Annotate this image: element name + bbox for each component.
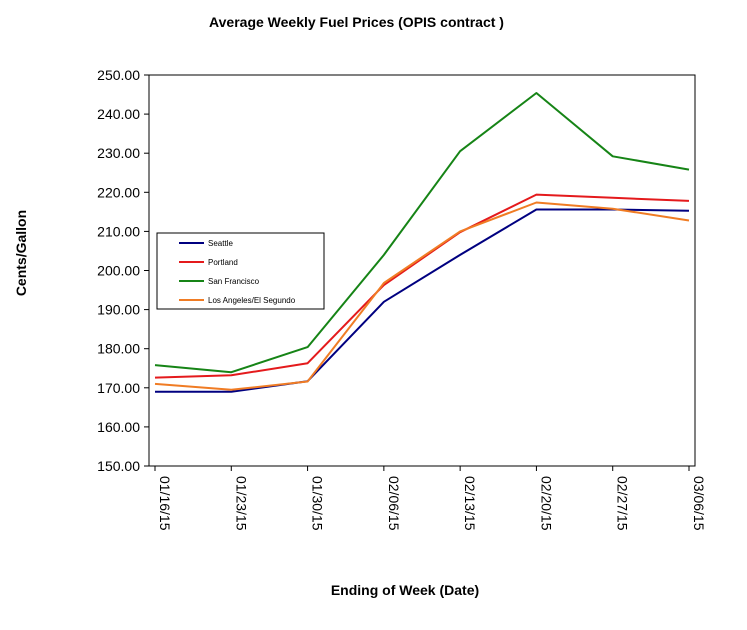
- y-tick-label: 240.00: [97, 106, 140, 122]
- y-tick-label: 150.00: [97, 458, 140, 474]
- legend-label: San Francisco: [208, 277, 260, 286]
- legend-box: [156, 232, 325, 310]
- legend-label: Los Angeles/El Segundo: [208, 296, 296, 305]
- y-tick-label: 250.00: [97, 67, 140, 83]
- y-axis: 150.00 160.00 170.00 180.00 190.00 200.00 210.…: [97, 67, 149, 474]
- series-line: [154, 201, 690, 391]
- y-tick-label: 190.00: [97, 302, 140, 318]
- x-tick-label: 03/06/15: [691, 476, 707, 531]
- chart-title: Average Weekly Fuel Prices (OPIS contrac…: [209, 14, 504, 30]
- y-tick-label: 200.00: [97, 263, 140, 279]
- y-tick-label: 160.00: [97, 419, 140, 435]
- y-tick-label: 180.00: [97, 341, 140, 357]
- x-tick-label: 02/06/15: [386, 476, 402, 531]
- series-line: [154, 193, 690, 379]
- x-tick-label: 01/16/15: [157, 476, 173, 531]
- legend: Seattle Portland San Francisco Los Angeles/…: [156, 232, 325, 310]
- x-tick-label: 01/23/15: [233, 476, 249, 531]
- x-tick-label: 01/30/15: [310, 476, 326, 531]
- x-tick-label: 02/13/15: [462, 476, 478, 531]
- y-tick-label: 220.00: [97, 184, 140, 200]
- x-tick-label: 02/20/15: [538, 476, 554, 531]
- y-tick-label: 230.00: [97, 145, 140, 161]
- x-axis-title: Ending of Week (Date): [330, 582, 480, 598]
- series-layer: [154, 92, 690, 393]
- y-tick-label: 170.00: [97, 380, 140, 396]
- series-line: [154, 92, 690, 374]
- x-tick-label: 02/27/15: [615, 476, 631, 531]
- x-axis: 01/16/15 01/23/15 01/30/15 02/06/15 02/13/15…: [154, 466, 707, 531]
- legend-label: Portland: [208, 258, 238, 267]
- y-tick-label: 210.00: [97, 223, 140, 239]
- series-line: [155, 208, 690, 393]
- legend-label: Seattle: [208, 239, 233, 248]
